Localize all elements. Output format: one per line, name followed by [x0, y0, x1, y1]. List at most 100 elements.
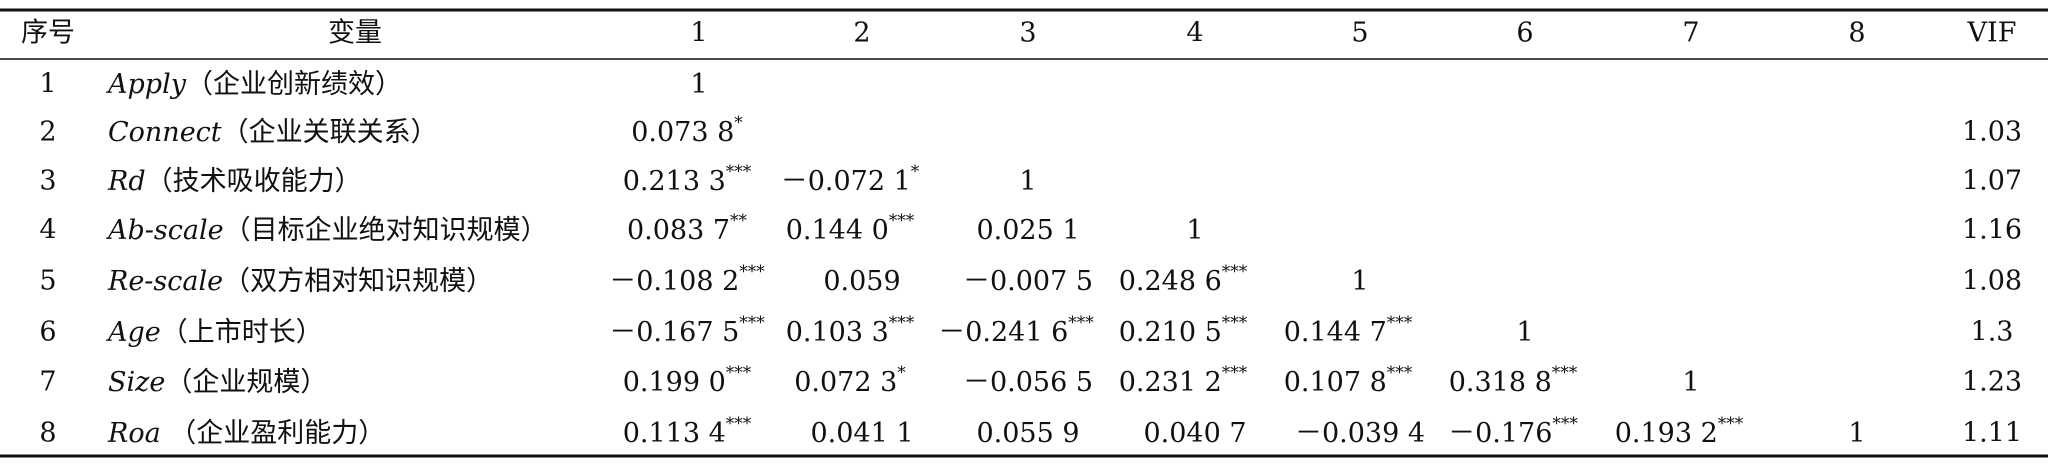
significance: ** [730, 211, 748, 231]
variable: Ab-scale（目标企业绝对知识规模） [105, 215, 548, 246]
vif: 1.16 [1962, 215, 2022, 246]
variable-name: Rd [107, 166, 146, 197]
cell-value: 0.059 [823, 266, 900, 297]
cell: －0.056 5 [963, 367, 1093, 398]
variable-name: Roa [107, 418, 161, 449]
variable: Re-scale（双方相对知识规模） [107, 266, 493, 297]
variable-desc: （上市时长） [161, 317, 323, 348]
row-number: 4 [39, 215, 56, 246]
cell: 0.083 7** [627, 211, 748, 246]
variable: Roa （企业盈利能力） [107, 418, 385, 449]
header-cell: 5 [1351, 18, 1368, 49]
header-cell: 7 [1682, 18, 1699, 49]
cell: 0.072 3* [794, 363, 906, 398]
significance: *** [1718, 414, 1744, 434]
significance: *** [1387, 363, 1413, 383]
cell: 0.103 3*** [786, 313, 915, 348]
cell-value: 0.040 7 [1143, 418, 1246, 449]
significance: * [897, 363, 906, 383]
vif: 1.3 [1971, 317, 2014, 348]
header-cell: 4 [1186, 18, 1203, 49]
cell-value: 0.210 5 [1119, 317, 1222, 348]
cell-value: 1 [1351, 266, 1368, 297]
header-cell: 8 [1848, 18, 1865, 49]
significance: *** [726, 162, 752, 182]
cell: 0.107 8*** [1284, 363, 1413, 398]
significance: *** [1222, 363, 1248, 383]
header-cell: 1 [690, 18, 707, 49]
cell-value: 1 [1019, 166, 1036, 197]
header-cell: 序号 [21, 18, 75, 49]
cell-value: 0.248 6 [1119, 266, 1222, 297]
cell-value: 1 [1186, 215, 1203, 246]
cell: 0.144 0*** [786, 211, 915, 246]
cell-value: 0.199 0 [623, 367, 726, 398]
significance: *** [1222, 262, 1248, 282]
cell: －0.007 5 [963, 266, 1093, 297]
cell: 0.193 2*** [1615, 414, 1744, 449]
cell-value: －0.007 5 [963, 266, 1093, 297]
variable-desc: （企业盈利能力） [161, 418, 386, 449]
header-cell: 6 [1516, 18, 1533, 49]
vif: 1.23 [1962, 367, 2022, 398]
cell-value: －0.108 2 [609, 266, 739, 297]
variable: Rd（技术吸收能力） [107, 166, 362, 197]
cell-value: 1 [1848, 418, 1865, 449]
cell: －0.167 5*** [609, 313, 765, 348]
vif: 1.07 [1962, 166, 2022, 197]
significance: *** [1552, 363, 1578, 383]
header-cell: VIF [1967, 18, 2017, 49]
cell: 1 [1682, 367, 1699, 398]
variable-name: Age [105, 317, 161, 348]
cell-value: 0.041 1 [810, 418, 913, 449]
significance: *** [739, 313, 765, 333]
variable: Size（企业规模） [108, 367, 327, 398]
significance: *** [889, 211, 915, 231]
cell: 0.025 1 [976, 215, 1079, 246]
cell-value: 0.318 8 [1449, 367, 1552, 398]
row-number: 7 [39, 367, 56, 398]
variable-desc: （目标企业绝对知识规模） [224, 215, 548, 246]
cell: 1 [1516, 317, 1533, 348]
significance: *** [889, 313, 915, 333]
cell: 1 [1019, 166, 1036, 197]
cell: －0.108 2*** [609, 262, 765, 297]
cell-value: 0.083 7 [627, 215, 730, 246]
cell-value: 0.231 2 [1119, 367, 1222, 398]
cell-value: 0.144 7 [1284, 317, 1387, 348]
cell: 0.231 2*** [1119, 363, 1248, 398]
row-number: 3 [39, 166, 56, 197]
vif: 1.11 [1962, 418, 2022, 449]
cell-value: －0.072 1 [781, 166, 911, 197]
variable-desc: （企业规模） [165, 367, 327, 398]
cell-value: 1 [1516, 317, 1533, 348]
cell: 0.073 8* [631, 113, 743, 148]
cell: 1 [1186, 215, 1203, 246]
header-cell: 2 [853, 18, 870, 49]
cell-value: 0.103 3 [786, 317, 889, 348]
cell: 1 [690, 69, 707, 100]
cell-value: 0.113 4 [623, 418, 726, 449]
cell-value: 0.193 2 [1615, 418, 1718, 449]
row-number: 8 [39, 418, 56, 449]
cell: 0.199 0*** [623, 363, 752, 398]
cell: －0.039 4 [1295, 418, 1425, 449]
cell-value: 0.025 1 [976, 215, 1079, 246]
cell: 0.041 1 [810, 418, 913, 449]
significance: *** [1552, 414, 1578, 434]
variable: Apply（企业创新绩效） [105, 69, 402, 100]
row-number: 6 [39, 317, 56, 348]
cell-value: 0.073 8 [631, 117, 734, 148]
cell-value: －0.039 4 [1295, 418, 1425, 449]
variable-desc: （双方相对知识规模） [223, 266, 493, 297]
cell: 0.248 6*** [1119, 262, 1248, 297]
cell-value: 1 [1682, 367, 1699, 398]
significance: * [911, 162, 920, 182]
significance: *** [1222, 313, 1248, 333]
variable-name: Ab-scale [105, 215, 224, 246]
cell-value: 0.055 9 [976, 418, 1079, 449]
variable-desc: （企业关联关系） [222, 117, 438, 148]
cell: 1 [1351, 266, 1368, 297]
significance: * [734, 113, 743, 133]
